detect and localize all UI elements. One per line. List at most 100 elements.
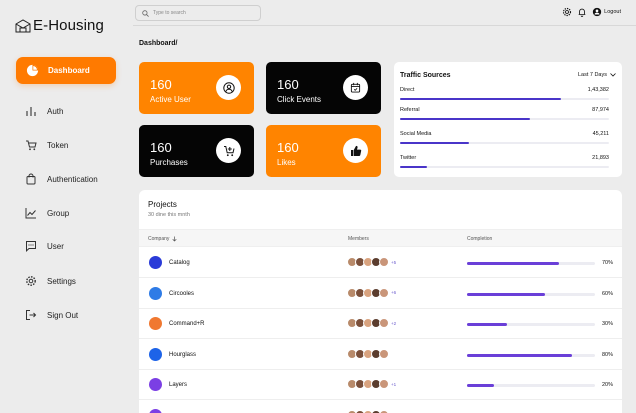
column-header-company[interactable]: Company — [148, 236, 177, 242]
completion-bar-track — [467, 323, 595, 326]
traffic-source-value: 1,43,382 — [587, 87, 609, 93]
completion-bar-fill — [467, 353, 572, 357]
sidebar-item-user[interactable]: User — [25, 240, 64, 252]
projects-title: Projects — [148, 200, 177, 209]
projects-table-header: Company Members Completion — [139, 229, 622, 247]
sidebar-item-label: Group — [47, 208, 70, 218]
completion-bar-fill — [467, 292, 546, 296]
logout-user-icon[interactable] — [592, 7, 602, 17]
table-row[interactable]: Catalog +5 70% — [139, 248, 622, 278]
cart-icon — [26, 140, 37, 151]
completion-bar-fill — [467, 323, 507, 326]
member-avatars — [347, 348, 389, 359]
sidebar-item-label: Authentication — [47, 174, 98, 184]
company-logo-icon — [149, 347, 162, 361]
stat-card-click-events[interactable]: 160 Click Events — [266, 62, 381, 114]
pie-chart-icon — [26, 64, 39, 77]
table-row[interactable]: Circooles +6 60% — [139, 279, 622, 309]
logout-button[interactable]: Logout — [604, 9, 621, 15]
completion-percent: 20% — [601, 382, 613, 388]
stat-icon-circle — [343, 138, 368, 163]
company-logo-icon — [149, 256, 162, 269]
more-members-count: +1 — [391, 381, 397, 387]
traffic-bar-track — [400, 142, 609, 144]
range-label: Last 7 Days — [577, 72, 607, 78]
sidebar: E-Housing Dashboard Auth Token Authentic… — [0, 0, 130, 413]
traffic-title: Traffic Sources — [400, 72, 451, 79]
gear-icon[interactable] — [562, 7, 572, 17]
traffic-source-name: Twitter — [400, 155, 417, 161]
sidebar-item-settings[interactable]: Settings — [25, 275, 76, 287]
company-name: Layers — [169, 382, 188, 388]
line-chart-icon — [25, 208, 36, 219]
chevron-down-icon — [610, 73, 616, 77]
sidebar-item-group[interactable]: Group — [25, 207, 69, 219]
user-circle-icon — [222, 81, 235, 94]
traffic-bar-fill — [400, 98, 561, 100]
gear-icon — [26, 276, 36, 286]
traffic-bar-fill — [400, 142, 469, 144]
search-input[interactable] — [153, 10, 253, 16]
search-bar[interactable] — [135, 5, 261, 21]
sidebar-item-auth[interactable]: Auth — [25, 105, 63, 117]
company-name: Hourglass — [169, 351, 197, 358]
traffic-source-value: 45,211 — [592, 131, 609, 137]
company-name: Command+R — [169, 321, 205, 327]
stat-label: Likes — [277, 158, 296, 167]
stat-card-likes[interactable]: 160 Likes — [266, 125, 381, 177]
house-logo-icon — [15, 18, 31, 32]
traffic-bar-track — [400, 118, 609, 120]
bell-icon[interactable] — [577, 7, 587, 17]
traffic-sources-card: Traffic Sources Last 7 Days Direct 1,43,… — [394, 62, 622, 177]
stat-card-purchases[interactable]: 160 Purchases — [139, 125, 254, 177]
sidebar-item-label: Sign Out — [47, 310, 79, 320]
table-row[interactable]: Command+R +2 30% — [139, 309, 622, 339]
member-avatars: +6 — [347, 287, 397, 298]
projects-subtitle: 30 dine this mnth — [148, 212, 190, 218]
table-row[interactable]: Hourglass 80% — [139, 340, 622, 370]
traffic-bar-track — [400, 98, 609, 100]
stat-label: Click Events — [277, 95, 322, 104]
stat-card-active-user[interactable]: 160 Active User — [139, 62, 254, 114]
sidebar-item-authentication[interactable]: Authentication — [25, 173, 98, 185]
projects-card: Projects 30 dine this mnth Company Membe… — [139, 190, 622, 413]
table-row[interactable] — [139, 401, 622, 413]
traffic-source-name: Direct — [400, 87, 415, 93]
range-select[interactable]: Last 7 Days — [578, 72, 616, 78]
traffic-source-name: Social Media — [400, 131, 432, 137]
company-logo-icon — [149, 378, 162, 391]
traffic-bar-fill — [400, 118, 530, 120]
traffic-bar-fill — [400, 166, 428, 168]
stat-label: Active User — [150, 95, 191, 104]
company-name: Catalog — [169, 260, 190, 266]
calendar-icon — [350, 82, 361, 93]
stat-icon-circle — [216, 75, 241, 100]
completion-percent: 60% — [601, 290, 613, 297]
stat-value: 160 — [150, 77, 172, 92]
traffic-source-value: 21,893 — [592, 155, 609, 161]
sidebar-item-dashboard[interactable]: Dashboard — [16, 57, 116, 84]
column-header-members: Members — [348, 236, 369, 242]
completion-bar-track — [467, 262, 595, 265]
sidebar-item-sign-out[interactable]: Sign Out — [25, 309, 78, 321]
breadcrumb: Dashboard/ — [139, 40, 178, 47]
completion-bar-track — [467, 292, 595, 296]
logo: E-Housing — [15, 17, 104, 34]
company-logo-icon — [149, 408, 162, 413]
stat-icon-circle — [216, 138, 241, 163]
member-avatars — [347, 409, 389, 413]
search-icon — [142, 9, 149, 17]
member-avatars: +5 — [347, 257, 396, 267]
topbar-actions: Logout — [562, 7, 621, 17]
sidebar-item-label: Settings — [47, 276, 76, 286]
more-members-count: +6 — [391, 290, 397, 295]
sidebar-item-label: Token — [47, 140, 69, 150]
thumbs-up-icon — [350, 145, 361, 156]
completion-bar-track — [467, 384, 595, 387]
arrow-down-icon — [172, 236, 177, 242]
sidebar-item-token[interactable]: Token — [25, 139, 68, 151]
avatar — [379, 348, 389, 359]
stat-value: 160 — [277, 77, 299, 92]
traffic-bar-track — [400, 166, 609, 168]
table-row[interactable]: Layers +1 20% — [139, 370, 622, 400]
